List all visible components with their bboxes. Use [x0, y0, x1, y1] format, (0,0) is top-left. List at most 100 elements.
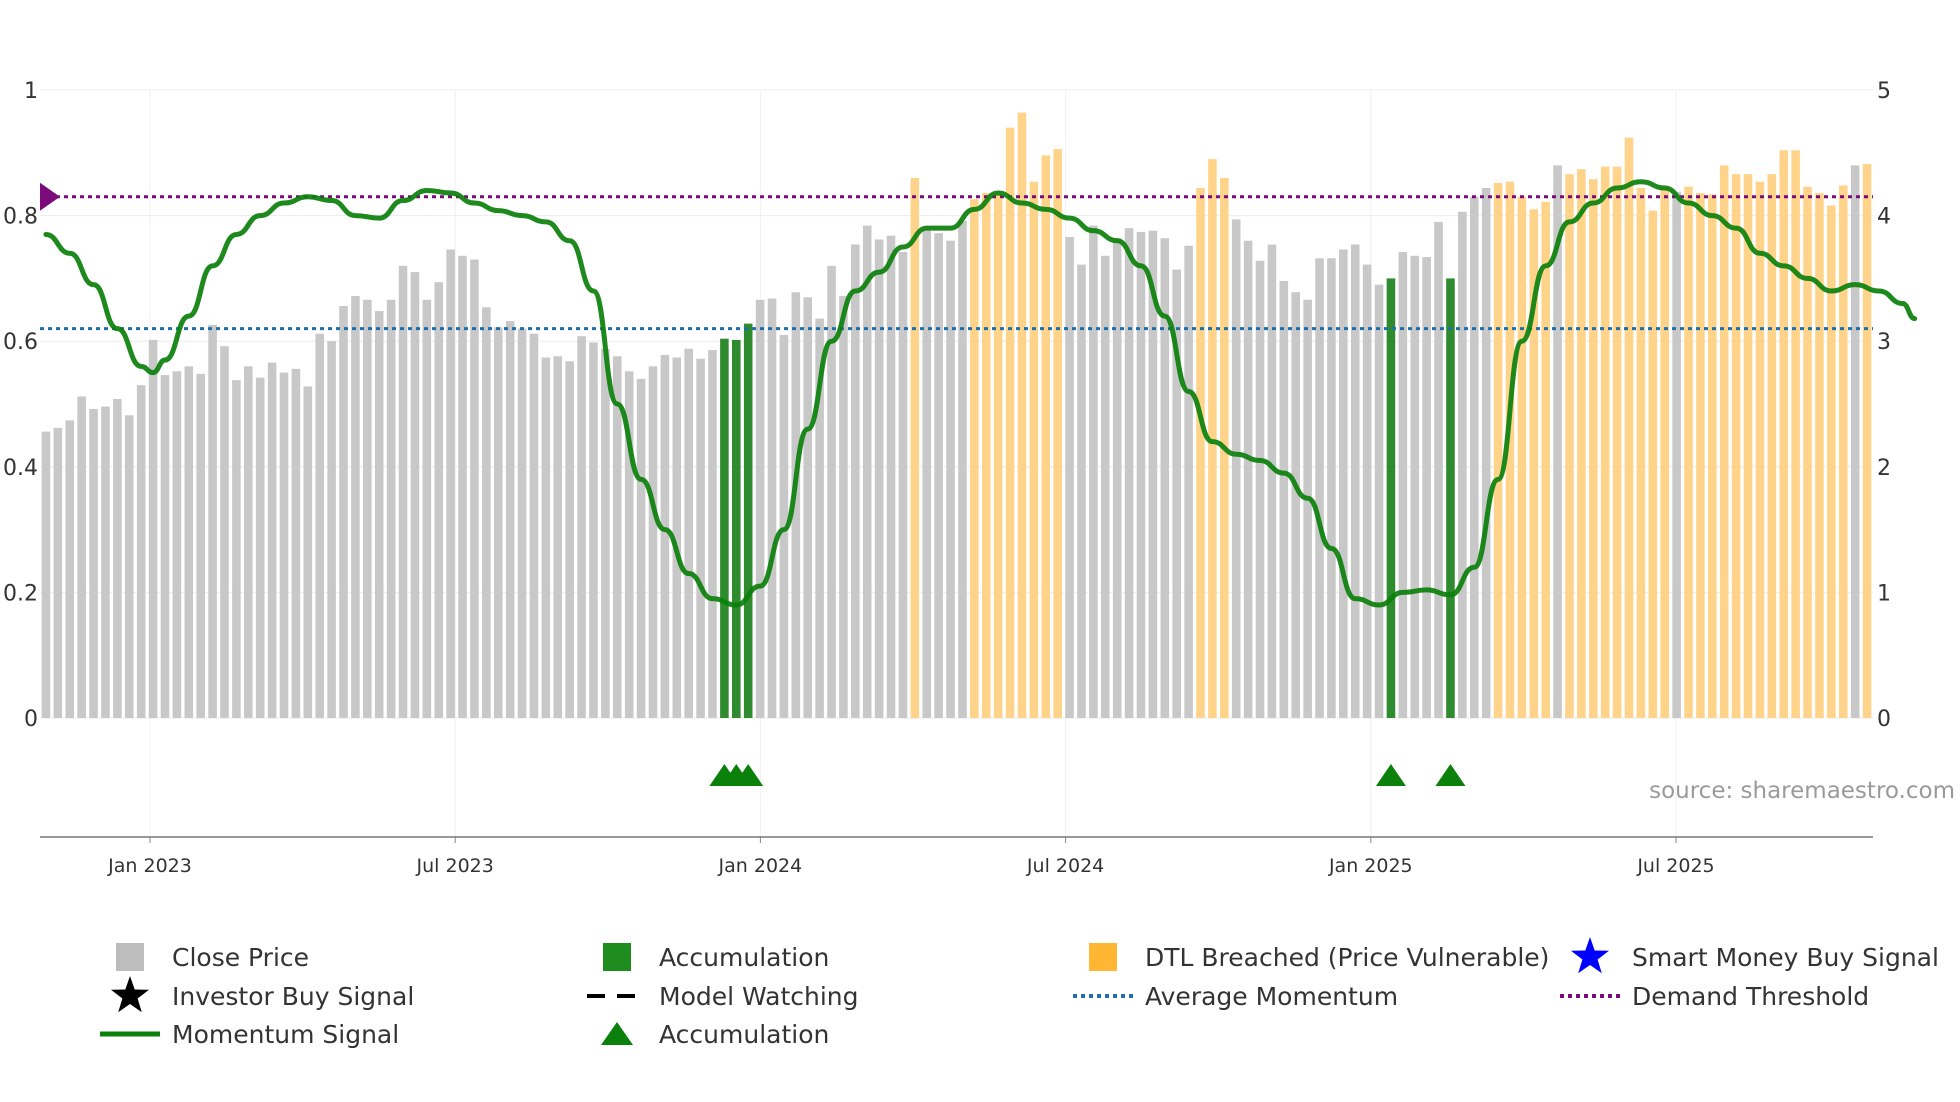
close-price-bar: [1315, 258, 1324, 718]
close-price-bar: [434, 282, 444, 718]
close-price-bar: [470, 259, 479, 718]
close-price-bar: [1148, 230, 1158, 718]
close-price-bar: [803, 297, 813, 718]
close-price-bar: [327, 341, 336, 718]
close-price-bar: [351, 295, 360, 718]
close-price-bar: [1172, 269, 1181, 718]
legend-label: DTL Breached (Price Vulnerable): [1145, 943, 1549, 972]
legend-item: Average Momentum: [1073, 982, 1398, 1011]
x-tick-label: Jul 2023: [416, 855, 494, 877]
close-price-bar: [291, 368, 301, 718]
close-price-bar: [148, 339, 158, 718]
legend-item: Demand Threshold: [1560, 982, 1869, 1011]
close-price-bar: [1553, 165, 1562, 719]
dtl-breached-bar: [910, 177, 920, 719]
dtl-breached-bar: [1767, 174, 1777, 719]
source-attribution: source: sharemaestro.com: [1649, 778, 1955, 804]
close-price-bar: [577, 336, 586, 718]
close-price-bar: [53, 427, 63, 718]
dtl-breached-bar: [1529, 209, 1539, 718]
close-price-bar: [1136, 231, 1146, 719]
close-price-bar: [1267, 244, 1277, 718]
close-price-bar: [517, 328, 527, 718]
accumulation-triangle: [1375, 764, 1406, 786]
dtl-breached-bar: [1743, 174, 1753, 719]
close-price-bar: [220, 346, 229, 718]
close-price-bar: [815, 318, 824, 718]
dtl-breached-bar: [1541, 201, 1550, 718]
dtl-breached-bar: [1612, 166, 1622, 719]
close-price-bar: [1339, 249, 1348, 718]
close-price-bar: [1243, 240, 1253, 718]
close-price-bar: [482, 307, 491, 718]
legend-label: Demand Threshold: [1632, 982, 1869, 1011]
legend-label: Model Watching: [659, 982, 859, 1011]
close-price-bar: [553, 356, 563, 718]
close-price-bar: [493, 327, 503, 718]
accumulation-bar: [1386, 278, 1396, 718]
close-price-bar: [684, 348, 693, 718]
close-price-bar: [946, 240, 955, 718]
close-price-bar: [1850, 165, 1860, 719]
dtl-breached-bar: [1505, 181, 1515, 719]
close-price-bar: [1410, 255, 1420, 719]
close-price-bar: [1434, 221, 1443, 718]
close-price-bar: [65, 420, 75, 718]
close-price-bar: [1422, 257, 1431, 718]
close-price-bar: [1350, 244, 1360, 718]
close-price-bar: [244, 366, 253, 718]
legend-label: Investor Buy Signal: [172, 982, 414, 1011]
close-price-bar: [422, 299, 432, 718]
close-price-bar: [196, 373, 205, 718]
left-tick-label: 0.2: [3, 581, 38, 606]
close-price-bar: [255, 377, 265, 718]
demand-threshold-marker: [40, 182, 60, 211]
close-price-bar: [386, 299, 396, 718]
close-price-bar: [851, 244, 860, 718]
axes: 0 0 0.2 1 0.4 2 0.6 3 0.8 4 1 5 Jan 2023 Jul 2023 Jan …: [3, 79, 1891, 877]
close-price-bar: [934, 233, 943, 718]
dtl-breached-bar: [1196, 187, 1205, 718]
close-price-bar: [624, 371, 634, 718]
dtl-breached-bar: [1803, 186, 1812, 718]
close-price-bar: [601, 348, 610, 718]
close-price-bar: [612, 356, 622, 718]
close-price-bar: [589, 342, 598, 718]
close-price-bar: [374, 311, 384, 718]
right-tick-label: 3: [1877, 330, 1891, 355]
legend-label: Smart Money Buy Signal: [1632, 943, 1939, 972]
close-price-bar: [874, 239, 884, 719]
dtl-breached-bar: [1731, 174, 1741, 719]
close-price-bar: [232, 380, 241, 718]
dtl-breached-bar: [981, 192, 991, 718]
close-price-bar: [208, 324, 217, 718]
close-price-bar: [1279, 280, 1289, 718]
right-tick-label: 4: [1877, 205, 1891, 230]
close-price-bar: [1291, 292, 1301, 718]
x-tick-label: Jul 2025: [1636, 855, 1714, 877]
close-price-bar: [279, 372, 289, 718]
close-price-bar: [1124, 228, 1134, 718]
dtl-breached-bar: [1684, 186, 1693, 718]
dtl-breached-bar: [1493, 182, 1503, 719]
close-price-bar: [184, 366, 194, 718]
dtl-breached-bar: [1708, 194, 1717, 719]
legend-item: Momentum Signal: [100, 1020, 399, 1049]
dtl-breached-bar: [1005, 127, 1015, 719]
x-tick-label: Jan 2025: [1328, 855, 1413, 877]
close-price-bar: [339, 306, 348, 718]
dtl-breached-bar: [1208, 159, 1217, 718]
left-tick-label: 0: [24, 707, 38, 732]
close-price-bar: [862, 225, 872, 718]
dtl-breached-bar: [970, 199, 979, 719]
dtl-breached-bar: [1017, 112, 1027, 718]
close-price-bar: [136, 385, 146, 718]
close-price-bar: [1327, 258, 1336, 718]
dtl-breached-bar: [1862, 164, 1872, 718]
close-price-bar: [398, 265, 408, 718]
dtl-breached-bar: [1029, 181, 1039, 719]
dtl-breached-bar: [1577, 169, 1586, 719]
close-price-bar: [529, 333, 539, 718]
legend-star-icon: [111, 976, 149, 1013]
close-price-bar: [505, 321, 515, 718]
